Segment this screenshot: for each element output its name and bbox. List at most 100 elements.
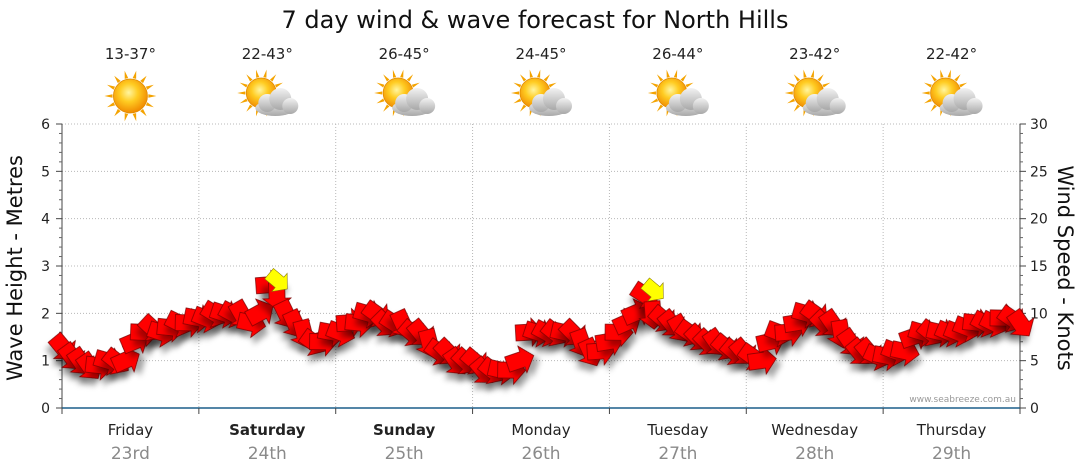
right-tick-label: 25	[1030, 164, 1048, 180]
day-name-label: Thursday	[916, 421, 987, 439]
sun-ray	[666, 69, 670, 78]
right-tick-label: 30	[1030, 117, 1048, 133]
sun-ray	[383, 104, 390, 112]
day-date-label: 23rd	[111, 444, 150, 464]
sun-ray	[246, 74, 253, 82]
sun-ray	[263, 69, 267, 78]
sun-ray	[376, 82, 385, 88]
sun-ray	[656, 74, 664, 82]
temperature-range: 23-42°	[789, 45, 840, 63]
sun-ray	[921, 91, 930, 95]
right-tick-label: 10	[1030, 306, 1048, 322]
weather-row: 13-37° 22-43° 26-45° 24-45° 26-44° 23-42° 22-4…	[104, 45, 983, 122]
sun-ray	[959, 82, 968, 88]
grid-lines	[61, 123, 1021, 414]
day-weather-monday: 24-45°	[511, 45, 572, 117]
sun-ray	[650, 98, 659, 104]
left-tick-label: 1	[41, 354, 50, 370]
sun-ray	[940, 69, 944, 78]
temperature-range: 13-37°	[105, 45, 156, 63]
cloud-part	[419, 98, 436, 114]
day-date-label: 29th	[932, 444, 971, 464]
sun-ray	[784, 91, 793, 95]
sun-ray	[392, 69, 397, 78]
left-tick-label: 5	[41, 164, 50, 180]
sun-ray	[650, 82, 659, 88]
right-axis-title: Wind Speed - Knots	[1053, 165, 1077, 370]
day-date-label: 27th	[658, 444, 697, 464]
left-tick-label: 4	[41, 212, 50, 228]
sun-ray	[274, 82, 283, 88]
sun-ray	[930, 104, 937, 112]
chart-title: 7 day wind & wave forecast for North Hil…	[282, 6, 789, 34]
sun-ray	[124, 113, 129, 122]
sun-ray	[954, 74, 961, 82]
day-weather-saturday: 22-43°	[237, 45, 299, 117]
sun-ray	[647, 91, 656, 95]
temperature-range: 22-42°	[926, 45, 977, 63]
right-tick-label: 15	[1030, 259, 1048, 275]
cloud-part	[692, 98, 709, 114]
right-tick-label: 20	[1030, 212, 1048, 228]
sun-ray	[400, 69, 404, 78]
partly-cloudy-icon	[784, 69, 846, 117]
day-name-label: Sunday	[373, 421, 436, 439]
temperature-range: 24-45°	[515, 45, 566, 63]
sun-ray	[685, 82, 694, 88]
day-weather-friday: 13-37°	[104, 45, 157, 122]
partly-cloudy-icon	[374, 69, 436, 117]
sun-icon	[104, 70, 157, 122]
day-date-label: 25th	[385, 444, 424, 464]
sun-disc	[113, 78, 148, 114]
gust-arrow	[264, 268, 288, 292]
sun-ray	[513, 98, 522, 104]
day-date-label: 28th	[795, 444, 834, 464]
temperature-range: 26-45°	[379, 45, 430, 63]
sun-ray	[140, 108, 147, 117]
sun-ray	[132, 113, 137, 122]
wind-arrow	[504, 345, 535, 374]
sun-ray	[793, 104, 801, 112]
sun-ray	[376, 98, 385, 104]
left-tick-label: 2	[41, 306, 50, 322]
sun-ray	[114, 75, 121, 84]
partly-cloudy-icon	[511, 69, 572, 117]
day-weather-thursday: 22-42°	[921, 45, 983, 117]
sun-ray	[411, 82, 420, 88]
sun-ray	[374, 91, 383, 95]
sun-ray	[104, 94, 113, 98]
sun-ray	[511, 91, 520, 95]
sun-ray	[107, 102, 116, 108]
partly-cloudy-icon	[921, 69, 983, 117]
sun-ray	[239, 98, 248, 104]
sun-ray	[406, 74, 414, 82]
left-tick-label: 0	[41, 401, 50, 417]
cloud-shape	[255, 88, 299, 116]
day-name-label: Friday	[108, 421, 154, 439]
sun-ray	[114, 108, 121, 117]
cloud-part	[556, 98, 572, 114]
credit-text: www.seabreeze.com.au	[909, 395, 1016, 405]
sun-ray	[930, 74, 937, 82]
sun-ray	[132, 70, 137, 79]
partly-cloudy-icon	[647, 69, 709, 117]
day-date-label: 26th	[521, 444, 560, 464]
sun-ray	[513, 82, 522, 88]
sun-ray	[237, 91, 246, 95]
sun-ray	[822, 82, 831, 88]
day-labels: Friday 23rd Saturday 24th Sunday 25th Monday 26…	[108, 421, 987, 464]
sun-ray	[383, 74, 390, 82]
sun-ray	[543, 74, 550, 82]
sun-ray	[947, 69, 951, 78]
sun-ray	[673, 69, 678, 78]
sun-ray	[817, 74, 824, 82]
sun-ray	[548, 82, 557, 88]
sun-ray	[140, 75, 147, 84]
gust-arrow	[640, 277, 664, 302]
sun-ray	[537, 69, 541, 78]
day-weather-wednesday: 23-42°	[784, 45, 846, 117]
sun-ray	[148, 94, 157, 98]
day-weather-tuesday: 26-44°	[647, 45, 709, 117]
left-tick-label: 3	[41, 259, 50, 275]
